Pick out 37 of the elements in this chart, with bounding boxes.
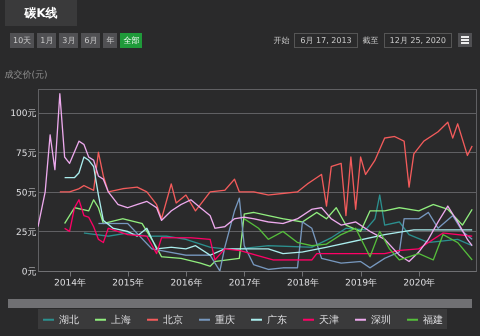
x-tick-label: 2015年 xyxy=(112,278,144,288)
legend-label: 广东 xyxy=(267,314,287,326)
text: 6月 17, 2013 xyxy=(294,33,358,48)
x-tick-label: 2014年 xyxy=(54,278,86,288)
legend-label: 深圳 xyxy=(371,314,391,326)
legend-label: 天津 xyxy=(319,314,339,326)
legend-label: 湖北 xyxy=(59,314,79,326)
legend-label: 重庆 xyxy=(215,314,235,326)
legend-label: 福建 xyxy=(423,314,443,326)
x-tick-label: 2018年 xyxy=(286,278,319,288)
chart-title: 碳K线 xyxy=(5,0,77,26)
line-series xyxy=(64,156,473,256)
x-tick-label: 2019年 xyxy=(345,278,378,288)
text: 3月 xyxy=(59,33,78,48)
y-tick-label: 75元 xyxy=(16,148,36,159)
text: 6月 xyxy=(81,33,100,48)
x-tick-label: 2017年 xyxy=(228,278,261,288)
text: 年 xyxy=(103,33,118,48)
x-tick-label: 2020年 xyxy=(403,278,436,288)
text: 开始 xyxy=(273,35,290,47)
line-series xyxy=(83,194,473,250)
text: 截至 xyxy=(362,35,379,47)
text: 10天 xyxy=(10,33,34,48)
legend-label: 北京 xyxy=(163,314,183,326)
text: 12月 25, 2020 xyxy=(384,33,452,48)
y-axis-title: 成交价(元) xyxy=(4,70,48,80)
line-series xyxy=(38,93,473,262)
line-series xyxy=(244,218,473,261)
legend-label: 上海 xyxy=(111,314,131,326)
text: 1月 xyxy=(37,33,56,48)
y-tick-label: 25元 xyxy=(16,226,36,238)
y-tick-label: 50元 xyxy=(16,187,36,198)
text: 全部 xyxy=(120,33,142,48)
line-series xyxy=(59,122,473,220)
x-tick-label: 2016年 xyxy=(170,278,202,288)
y-tick-label: 0元 xyxy=(22,266,36,278)
y-tick-label: 100元 xyxy=(10,108,36,120)
